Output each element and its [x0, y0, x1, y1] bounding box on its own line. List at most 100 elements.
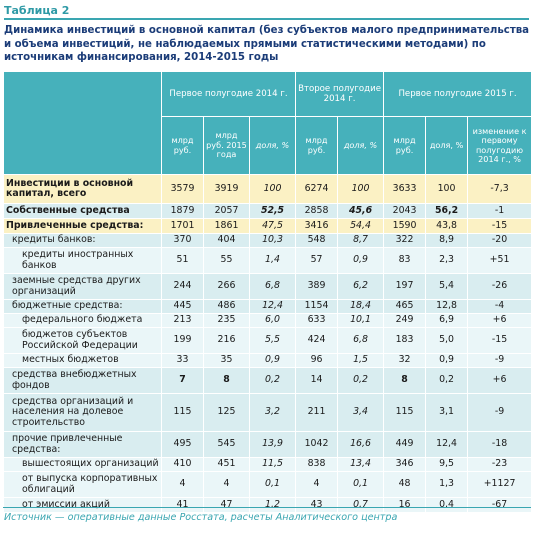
cell: 838 [295, 457, 339, 472]
table-row: прочие привлеченные средства: 495 545 13… [3, 431, 533, 458]
cell: 3416 [295, 218, 339, 234]
cell: 0,4 [425, 497, 469, 513]
header-group-2: Второе полугодие 2014 г. [295, 71, 385, 117]
cell: 1861 [203, 218, 250, 234]
cell: 125 [203, 393, 250, 432]
cell: +51 [467, 247, 533, 274]
cell: 16 [383, 497, 427, 513]
table-row: Собственные средства 1879 2057 52,5 2858… [3, 203, 533, 219]
cell: 13,9 [248, 431, 297, 458]
cell: 43,8 [425, 218, 469, 234]
header-row-1: Первое полугодие 2014 г. Второе полугоди… [3, 71, 533, 175]
cell: 1,5 [337, 353, 385, 368]
cell: 55 [203, 247, 250, 274]
cell: 0,2 [425, 367, 469, 394]
table-row: федерального бюджета 213 235 6,0 633 10,… [3, 313, 533, 328]
cell: -7,3 [467, 174, 533, 204]
table-row: от выпуска корпоративных облигаций 4 4 0… [3, 471, 533, 498]
cell: 465 [383, 299, 427, 314]
table-row: Привлеченные средства: 1701 1861 47,5 34… [3, 218, 533, 234]
cell: 41 [161, 497, 204, 513]
cell: 445 [161, 299, 204, 314]
row-label: кредиты банков: [3, 233, 162, 248]
cell: 83 [383, 247, 427, 274]
cell: 1879 [161, 203, 204, 219]
header-sub: млрд руб. [383, 116, 427, 175]
cell: 451 [203, 457, 250, 472]
cell: 6,8 [248, 273, 297, 300]
cell: 2043 [383, 203, 427, 219]
cell: 57 [295, 247, 339, 274]
tag-divider [4, 18, 529, 20]
cell: 1,3 [425, 471, 469, 498]
cell: 6,0 [248, 313, 297, 328]
cell: -4 [467, 299, 533, 314]
cell: 2,3 [425, 247, 469, 274]
cell: 8,7 [337, 233, 385, 248]
cell: 115 [383, 393, 427, 432]
row-label: Инвестиции в основной капитал, всего [3, 174, 162, 204]
cell: 8 [203, 367, 250, 394]
row-label: заемные средства других организаций [3, 273, 162, 300]
cell: 47 [203, 497, 250, 513]
cell: -15 [467, 218, 533, 234]
cell: 11,5 [248, 457, 297, 472]
cell: 5,4 [425, 273, 469, 300]
cell: -1 [467, 203, 533, 219]
cell: 56,2 [425, 203, 469, 219]
table-row: бюджетные средства: 445 486 12,4 1154 18… [3, 299, 533, 314]
table-row: от эмиссии акций 41 47 1,2 43 0,7 16 0,4… [3, 497, 533, 513]
cell: 5,0 [425, 327, 469, 354]
header-sub: млрд руб. [161, 116, 204, 175]
cell: +6 [467, 313, 533, 328]
cell: 100 [337, 174, 385, 204]
cell: 3,4 [337, 393, 385, 432]
cell: 346 [383, 457, 427, 472]
cell: +6 [467, 367, 533, 394]
cell: 0,1 [248, 471, 297, 498]
row-label: от эмиссии акций [3, 497, 162, 513]
cell: 51 [161, 247, 204, 274]
table-row: Инвестиции в основной капитал, всего 357… [3, 174, 533, 204]
cell: 410 [161, 457, 204, 472]
cell: 211 [295, 393, 339, 432]
cell: 14 [295, 367, 339, 394]
row-label: средства внебюджетных фондов [3, 367, 162, 394]
cell: -15 [467, 327, 533, 354]
table-row: бюджетов субъектов Российской Федерации … [3, 327, 533, 354]
cell: 115 [161, 393, 204, 432]
cell: 1,2 [248, 497, 297, 513]
cell: 54,4 [337, 218, 385, 234]
cell: 43 [295, 497, 339, 513]
investment-table: Первое полугодие 2014 г. Второе полугоди… [3, 71, 533, 513]
cell: 4 [161, 471, 204, 498]
cell: 322 [383, 233, 427, 248]
cell: 0,9 [425, 353, 469, 368]
table-row: средства организаций и населения на доле… [3, 393, 533, 432]
cell: 199 [161, 327, 204, 354]
header-sub: доля, % [337, 116, 385, 175]
cell: 2858 [295, 203, 339, 219]
row-label: Привлеченные средства: [3, 218, 162, 234]
bottom-divider [3, 507, 531, 508]
cell: 404 [203, 233, 250, 248]
cell: 18,4 [337, 299, 385, 314]
cell: 213 [161, 313, 204, 328]
cell: 0,2 [337, 367, 385, 394]
cell: 6,9 [425, 313, 469, 328]
header-group-1: Первое полугодие 2014 г. [160, 71, 297, 117]
cell: 3633 [383, 174, 427, 204]
cell: 183 [383, 327, 427, 354]
header-group-3: Первое полугодие 2015 г. [383, 71, 533, 117]
cell: 100 [425, 174, 469, 204]
cell: 0,2 [248, 367, 297, 394]
cell: 6274 [295, 174, 339, 204]
table-row: кредиты иностранных банков 51 55 1,4 57 … [3, 247, 533, 274]
cell: 370 [161, 233, 204, 248]
row-label: от выпуска корпоративных облигаций [3, 471, 162, 498]
cell: -20 [467, 233, 533, 248]
cell: -67 [467, 497, 533, 513]
cell: 495 [161, 431, 204, 458]
cell: 96 [295, 353, 339, 368]
row-label: вышестоящих организаций [3, 457, 162, 472]
